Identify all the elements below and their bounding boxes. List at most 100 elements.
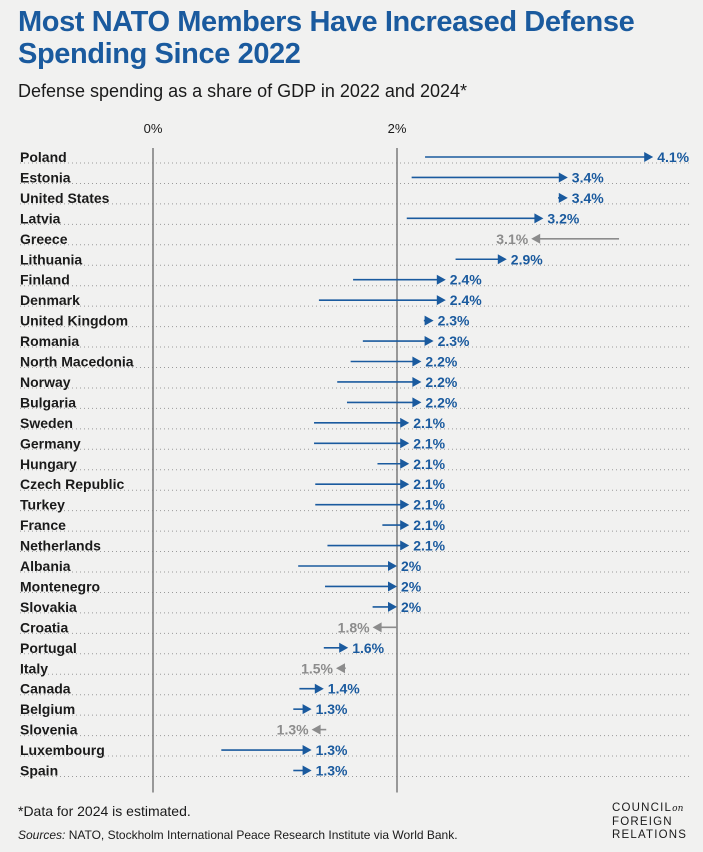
arrow-head (436, 295, 446, 306)
country-label: Czech Republic (20, 476, 124, 492)
arrow-head (412, 356, 422, 367)
country-label: Estonia (20, 169, 71, 185)
arrow-head (531, 233, 541, 244)
country-label: North Macedonia (20, 354, 134, 370)
value-label: 2.2% (425, 354, 457, 370)
logo-line-3: RELATIONS (612, 829, 688, 841)
value-label: 3.2% (547, 210, 579, 226)
country-label: Croatia (20, 619, 68, 635)
arrow-head (412, 376, 422, 387)
value-label: 1.5% (301, 660, 333, 676)
country-label: Albania (20, 558, 71, 574)
country-label: Turkey (20, 497, 65, 513)
sources-note: Sources: NATO, Stockholm International P… (18, 828, 458, 842)
arrow-head (302, 704, 312, 715)
arrow-head (336, 663, 345, 674)
country-label: United States (20, 190, 110, 206)
value-label: 2.1% (413, 415, 445, 431)
country-label: Belgium (20, 701, 75, 717)
country-label: Netherlands (20, 538, 101, 554)
x-tick-label: 0% (144, 121, 163, 136)
country-label: Spain (20, 763, 58, 779)
arrow-head (424, 336, 434, 347)
arrow-head (400, 479, 410, 490)
logo-on: on (672, 804, 684, 814)
arrow-head (400, 438, 410, 449)
country-label: Latvia (20, 210, 61, 226)
arrow-head (388, 581, 397, 592)
country-label: Italy (20, 660, 48, 676)
cfr-logo: COUNCILon FOREIGN RELATIONS (612, 802, 700, 842)
arrow-head (436, 274, 446, 285)
chart-subtitle: Defense spending as a share of GDP in 20… (18, 81, 467, 101)
value-label: 2.1% (413, 538, 445, 554)
arrow-head (372, 622, 382, 633)
country-label: Finland (20, 272, 70, 288)
logo-line-1: COUNCIL (612, 802, 673, 814)
footnote: *Data for 2024 is estimated. (18, 803, 191, 819)
logo-line-2: FOREIGN (612, 816, 673, 828)
value-label: 1.4% (328, 681, 360, 697)
value-label: 1.3% (316, 763, 348, 779)
country-label: Portugal (20, 640, 77, 656)
country-label: France (20, 517, 66, 533)
value-label: 1.3% (277, 722, 309, 738)
arrow-head (644, 152, 654, 162)
value-label: 1.3% (316, 742, 348, 758)
arrow-head (400, 499, 410, 510)
country-label: Luxembourg (20, 742, 105, 758)
arrow-head (388, 561, 397, 571)
country-label: Denmark (20, 292, 80, 308)
country-label: Norway (20, 374, 71, 390)
value-label: 2.1% (413, 517, 445, 533)
arrow-head (400, 540, 410, 551)
sources-label: Sources: (18, 828, 66, 842)
value-label: 1.8% (338, 619, 370, 635)
arrow-head (400, 520, 410, 531)
country-label: Germany (20, 435, 81, 451)
value-label: 2.2% (425, 394, 457, 410)
value-label: 2.3% (438, 313, 470, 329)
country-label: Slovakia (20, 599, 77, 615)
arrow-head (400, 458, 410, 469)
sources-text: NATO, Stockholm International Peace Rese… (68, 828, 458, 842)
value-label: 2% (401, 599, 422, 615)
arrow-head (388, 601, 397, 612)
value-label: 3.1% (496, 231, 528, 247)
country-label: Canada (20, 681, 71, 697)
value-label: 2.2% (425, 374, 457, 390)
value-label: 2.1% (413, 435, 445, 451)
x-tick-label: 2% (388, 121, 407, 136)
country-label: United Kingdom (20, 313, 128, 329)
arrow-head (412, 397, 422, 408)
country-label: Poland (20, 149, 67, 165)
value-label: 2% (401, 558, 422, 574)
arrow-head (534, 213, 544, 224)
arrow-head (424, 315, 434, 326)
arrow-head (339, 642, 349, 653)
value-label: 3.4% (572, 169, 604, 185)
arrow-head (558, 172, 568, 183)
country-label: Slovenia (20, 722, 78, 738)
value-label: 2.9% (511, 251, 543, 267)
value-label: 2.4% (450, 292, 482, 308)
value-label: 2.3% (438, 333, 470, 349)
country-label: Greece (20, 231, 68, 247)
country-label: Lithuania (20, 251, 82, 267)
value-label: 3.4% (572, 190, 604, 206)
arrow-head (400, 417, 410, 428)
arrow-head (311, 724, 321, 735)
chart-plot: 0% 2% Poland 4.1% Estonia 3.4% United States 3.… (20, 121, 690, 793)
value-label: 1.6% (352, 640, 384, 656)
arrow-head (302, 745, 312, 756)
arrow-head (558, 192, 568, 203)
value-label: 2.1% (413, 497, 445, 513)
value-label: 2% (401, 578, 422, 594)
country-label: Bulgaria (20, 394, 76, 410)
value-label: 2.1% (413, 456, 445, 472)
value-label: 4.1% (657, 149, 689, 165)
country-label: Sweden (20, 415, 73, 431)
value-label: 2.4% (450, 272, 482, 288)
country-label: Montenegro (20, 578, 100, 594)
value-label: 2.1% (413, 476, 445, 492)
